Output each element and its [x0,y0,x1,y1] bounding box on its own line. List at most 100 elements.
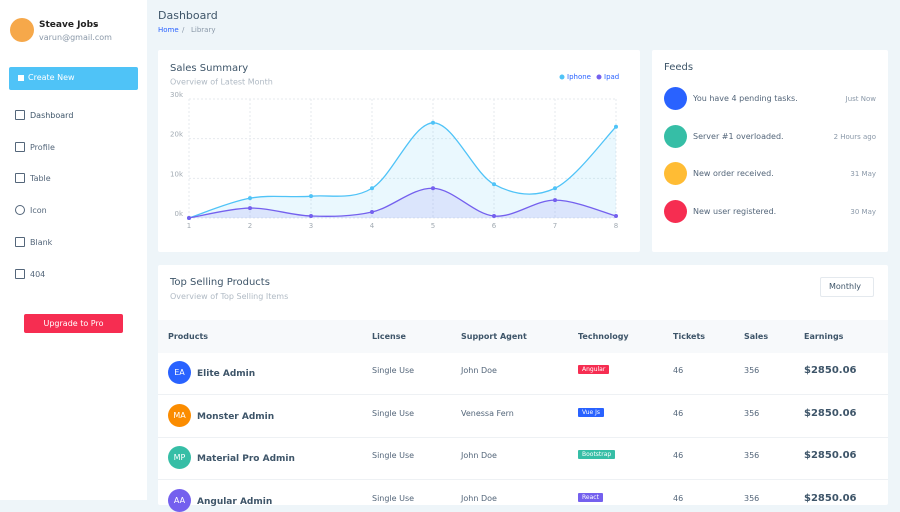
x-tick-label: 1 [187,222,191,230]
feed-text: New user registered. [693,206,777,216]
upgrade-label: Upgrade to Pro [43,319,104,328]
sidebar: Steave Jobs ⌄ varun@gmail.com Create New… [0,0,147,500]
series-area [189,122,616,218]
earnings: $2850.06 [804,492,857,504]
series-line [188,122,617,219]
nav-icon [15,141,25,152]
dropdown-caret[interactable]: ⌄ [92,19,100,29]
feeds-card: Feeds You have 4 pending tasks. Just Now S… [652,50,888,252]
data-point [492,182,496,187]
feed-time: 31 May [850,170,876,178]
nav-icon [15,205,25,216]
x-tick-label: 5 [431,222,435,230]
sales: 356 [744,366,760,375]
tickets: 46 [673,366,684,375]
feeds-title: Feeds [664,62,694,73]
legend-label: Iphone [567,73,591,81]
chart-title: Sales Summary [170,63,248,74]
data-point [614,124,618,129]
upgrade-button[interactable]: Upgrade to Pro [24,314,123,333]
agent: John Doe [461,451,497,460]
column-header: Products [168,332,209,341]
column-header: Tickets [673,332,706,341]
tickets: 46 [673,493,684,503]
agent: Venessa Fern [461,408,514,418]
data-point [248,196,252,201]
create-button[interactable]: Create New [9,67,138,90]
feed-icon [664,199,687,223]
earnings: $2850.06 [804,365,857,376]
sales-card: Sales Summary Overview of Latest Month 0… [158,50,640,252]
column-header: Support Agent [461,332,527,341]
tech-badge: React [578,492,603,502]
series-line [188,187,617,219]
feed-text: You have 4 pending tasks. [693,94,798,103]
nav-item[interactable]: Dashboard [30,111,74,120]
plus-icon [18,75,24,81]
nav-item[interactable]: Table [30,174,51,184]
products-subtitle: Overview of Top Selling Items [170,292,289,301]
earnings: $2850.06 [804,407,857,419]
nav-item[interactable]: 404 [30,269,46,279]
user-name[interactable]: Steave Jobs [39,20,99,30]
breadcrumb-sep: / [182,26,185,34]
feed-text: Server #1 overloaded. [693,131,784,141]
legend-swatch [596,74,602,80]
tech-badge: Bootstrap [578,450,616,459]
data-point [553,198,557,203]
create-label: Create New [28,73,75,82]
agent: John Doe [461,493,497,503]
product-name: Monster Admin [197,411,275,422]
legend-swatch [559,74,565,80]
avatar: MP [168,446,191,469]
nav-item[interactable]: Blank [30,237,53,247]
row-divider [158,479,888,480]
avatar-initials: AA [173,495,186,505]
sales: 356 [744,451,760,460]
tickets: 46 [673,451,684,460]
period-select[interactable]: Monthly [820,277,874,297]
nav-icon [15,268,25,279]
tech-badge: Angular [578,365,610,374]
products-card: Top Selling Products Overview of Top Sel… [158,265,888,512]
nav-item[interactable]: Icon [30,206,47,216]
table-header [158,320,888,353]
sales: 356 [744,493,760,503]
row-divider [158,436,888,438]
y-tick-label: 10k [170,170,184,178]
nav-item[interactable]: Profile [30,142,55,152]
feed-time: Just Now [845,95,876,103]
feed-text: New order received. [693,169,774,178]
page-title: Dashboard [158,9,218,22]
sales-chart: Sales Summary Overview of Latest Month 0… [170,63,619,230]
agent: John Doe [461,366,497,375]
breadcrumb-home[interactable]: Home [158,26,179,34]
product-name: Material Pro Admin [197,454,295,464]
feed-time: 2 Hours ago [833,132,876,141]
product-name: Angular Admin [197,496,273,507]
data-point [248,206,252,211]
x-tick-label: 6 [492,222,497,230]
nav-icon [15,173,25,184]
user-avatar [10,18,34,42]
x-tick-label: 3 [309,222,313,230]
avatar-initials: MP [173,453,186,462]
data-point [553,186,557,191]
product-name: Elite Admin [197,369,256,379]
x-tick-label: 7 [553,222,557,230]
license: Single Use [372,493,415,503]
license: Single Use [372,451,415,460]
period-label: Monthly [829,282,862,291]
x-tick-label: 4 [370,222,375,230]
column-header: Earnings [804,332,844,341]
legend-label: Ipad [604,73,619,81]
data-point [187,216,191,220]
feed-icon [664,162,687,185]
column-header: Technology [578,332,629,341]
breadcrumb-current: Library [191,26,216,34]
nav-icon [15,110,25,120]
data-point [614,214,618,219]
products-title: Top Selling Products [170,277,270,288]
data-point [309,214,313,219]
